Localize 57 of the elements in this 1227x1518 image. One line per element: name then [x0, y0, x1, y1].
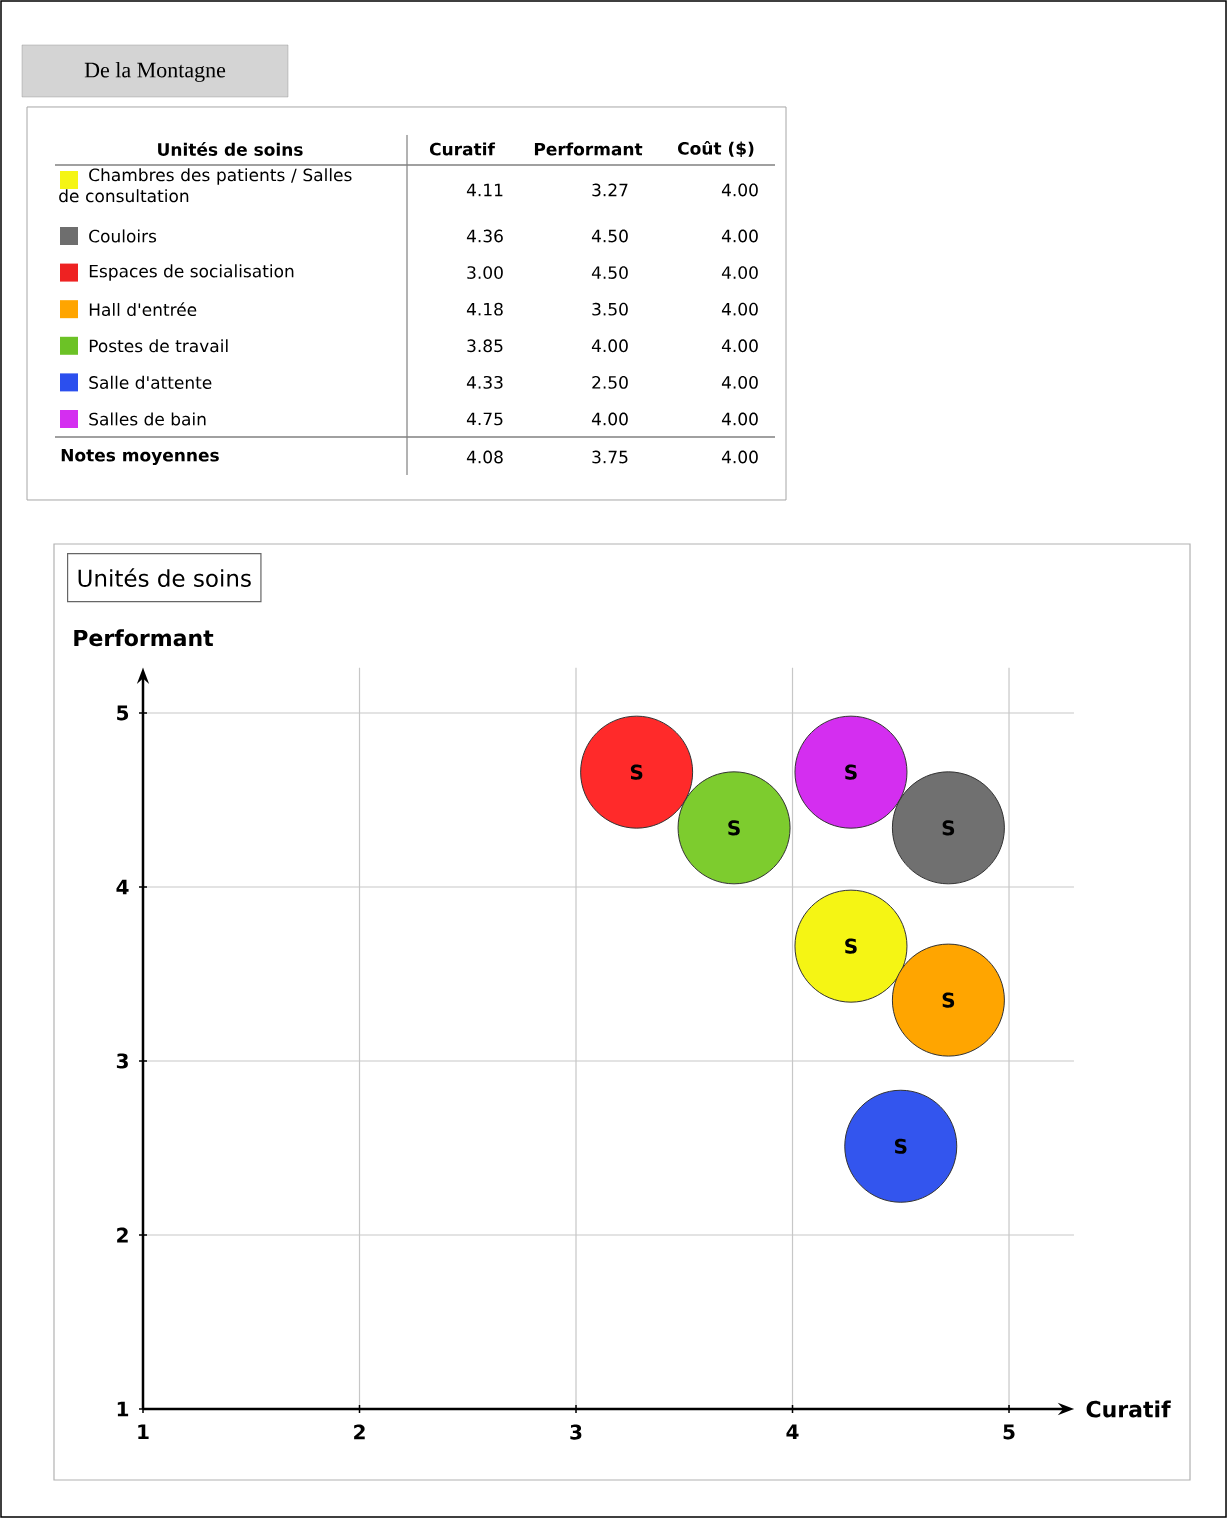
y-tick-label: 1: [117, 1401, 129, 1417]
text: 4.33: [466, 375, 503, 389]
text: 4.00: [721, 450, 758, 464]
text: Postes de travail: [89, 339, 228, 353]
text: 4.00: [591, 412, 628, 426]
data-label: S: [630, 764, 643, 780]
text: 4.00: [721, 375, 758, 389]
x-tick-label: 5: [1003, 1424, 1015, 1440]
data-label: S: [728, 820, 740, 836]
text: 4.50: [591, 266, 628, 280]
x-axis-title: Curatif: [1086, 1400, 1171, 1418]
y-axis-title: Performant: [74, 629, 214, 647]
data-label: S: [895, 1138, 907, 1154]
text: 4.00: [721, 412, 758, 426]
y-tick-label: 3: [116, 1053, 128, 1069]
text: Performant: [534, 142, 643, 156]
text: Espaces de socialisation: [89, 264, 294, 281]
text: 4.36: [466, 229, 503, 243]
text: Unités de soins: [158, 142, 303, 156]
x-tick-label: 1: [138, 1424, 149, 1440]
text: Salle d'attente: [89, 375, 212, 389]
text: Salles de bain: [89, 412, 206, 426]
text: 4.75: [466, 412, 503, 426]
text: 4.00: [591, 339, 628, 353]
text: Curatif: [429, 142, 496, 156]
text: 3.27: [592, 183, 628, 197]
text: 4.00: [721, 229, 758, 243]
x-tick-label: 3: [570, 1424, 582, 1440]
text: De la Montagne: [84, 61, 226, 82]
text: 4.00: [721, 302, 758, 316]
text: 4.08: [466, 450, 503, 464]
text: 2.50: [592, 375, 628, 389]
text: 4.00: [721, 183, 758, 197]
legend-title: Unités de soins: [78, 568, 251, 587]
text: 3.75: [592, 450, 628, 464]
data-label: S: [845, 938, 857, 954]
text: 4.11: [466, 183, 503, 197]
x-tick-label: 2: [354, 1424, 365, 1440]
x-tick-label: 4: [786, 1424, 799, 1440]
y-tick-label: 2: [117, 1227, 128, 1243]
data-label: S: [942, 820, 955, 836]
data-label: S: [845, 764, 857, 780]
data-label: S: [942, 992, 955, 1008]
text: 4.00: [721, 339, 758, 353]
text: Chambres des patients / Salles de consultation: [59, 168, 352, 203]
text: 4.50: [591, 229, 628, 243]
text: 3.85: [467, 339, 503, 353]
text: Couloirs: [89, 229, 157, 243]
text: 4.00: [721, 266, 758, 280]
y-tick-label: 5: [117, 705, 129, 721]
text: 3.00: [467, 266, 503, 280]
text: Notes moyennes: [61, 448, 219, 466]
text: 3.50: [592, 302, 628, 316]
y-tick-label: 4: [116, 879, 129, 895]
text: Coût ($): [678, 140, 754, 158]
text: Hall d'entrée: [89, 302, 197, 317]
text: 4.18: [466, 302, 503, 316]
